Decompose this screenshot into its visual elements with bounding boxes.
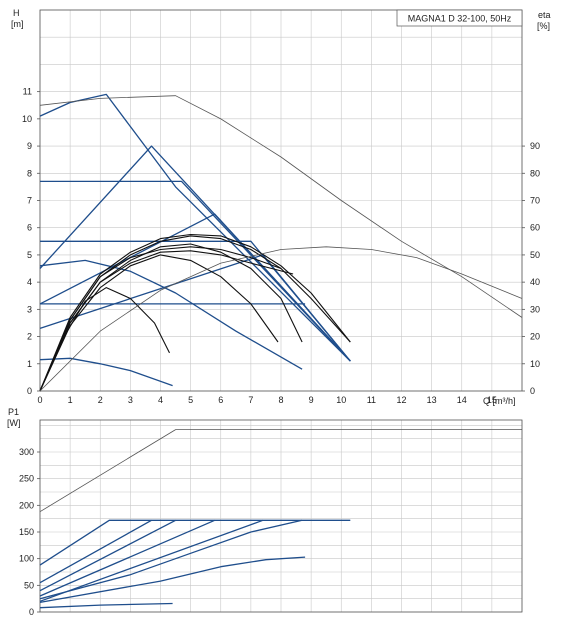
eta-efficiency-curve-16	[39, 250, 294, 392]
power-y-tick-label: 100	[19, 554, 34, 564]
x-tick-label: 12	[396, 395, 406, 405]
head-axis-label: H	[13, 8, 20, 18]
power-power-max-curve-0	[39, 519, 351, 566]
eta-twin-efficiency-curve-17	[39, 246, 523, 392]
head-chart-series	[39, 93, 523, 392]
x-axis-label: Q [m³/h]	[483, 396, 516, 406]
head-head-constant-curve-4	[40, 180, 351, 362]
eta-y-tick-label: 30	[530, 304, 540, 314]
head-y-tick-label: 2	[27, 332, 32, 342]
chart-title: MAGNA1 D 32-100, 50Hz	[408, 14, 512, 24]
head-y-tick-label: 11	[23, 87, 32, 97]
x-tick-label: 13	[427, 395, 437, 405]
head-y-tick-label: 4	[27, 277, 32, 287]
power-power-curve-7	[39, 602, 173, 609]
head-y-tick-label: 7	[27, 196, 32, 206]
x-tick-label: 11	[367, 395, 376, 405]
eta-axis-label: eta	[538, 10, 551, 20]
power-chart-frame	[39, 419, 523, 613]
power-y-tick-label: 200	[19, 500, 34, 510]
x-tick-label: 9	[309, 395, 314, 405]
eta-y-tick-label: 80	[530, 168, 540, 178]
eta-axis-unit: [%]	[537, 21, 550, 31]
head-speed-curve-curve-8	[39, 357, 173, 387]
power-power-curve-5	[39, 519, 303, 600]
head-head-constant-curve-5	[40, 240, 351, 362]
eta-efficiency-curve-15	[39, 246, 282, 392]
eta-y-tick-label: 70	[530, 196, 540, 206]
x-tick-label: 14	[457, 395, 467, 405]
head-head-proportional-curve-1	[39, 145, 351, 362]
head-y-tick-label: 0	[27, 386, 32, 396]
power-axis-label: P1	[8, 407, 19, 417]
x-tick-label: 10	[336, 395, 346, 405]
power-power-curve-6	[39, 556, 306, 604]
head-y-tick-label: 5	[27, 250, 32, 260]
x-tick-label: 1	[68, 395, 73, 405]
power-y-tick-label: 50	[24, 580, 34, 590]
head-y-tick-label: 6	[27, 223, 32, 233]
eta-efficiency-curve-10	[39, 287, 170, 392]
power-y-tick-label: 250	[19, 474, 34, 484]
head-head-proportional-curve-0	[39, 93, 351, 362]
power-power-curve-2	[39, 519, 176, 592]
eta-efficiency-curve-14	[39, 233, 351, 392]
head-axis-unit: [m]	[11, 19, 24, 29]
x-tick-label: 15	[487, 395, 497, 405]
power-power-curve-3	[39, 519, 215, 597]
eta-y-tick-label: 10	[530, 359, 540, 369]
head-y-tick-label: 3	[27, 304, 32, 314]
eta-y-tick-label: 40	[530, 277, 540, 287]
x-tick-label: 3	[128, 395, 133, 405]
head-speed-curve-curve-7	[39, 259, 303, 370]
x-tick-label: 6	[218, 395, 223, 405]
eta-y-tick-label: 60	[530, 223, 540, 233]
power-y-tick-label: 300	[19, 447, 34, 457]
head-twin-head-max-curve-9	[39, 95, 523, 318]
head-y-tick-label: 9	[27, 141, 32, 151]
head-y-tick-label: 1	[27, 359, 32, 369]
power-chart-series	[39, 429, 522, 609]
power-twin-power-curve-8	[39, 429, 522, 513]
power-y-tick-label: 0	[29, 607, 34, 617]
head-chart-grid	[37, 9, 525, 392]
x-tick-label: 2	[98, 395, 103, 405]
head-y-tick-label: 10	[22, 114, 32, 124]
eta-y-tick-label: 20	[530, 332, 540, 342]
power-axis-unit: [W]	[7, 418, 21, 428]
eta-y-tick-label: 0	[530, 386, 535, 396]
x-tick-label: 4	[158, 395, 163, 405]
eta-y-tick-label: 90	[530, 141, 540, 151]
eta-efficiency-curve-11	[39, 254, 279, 392]
eta-y-tick-label: 50	[530, 250, 540, 260]
title-box	[396, 9, 523, 27]
chart-labels: 0 1 2 3 4 5 6 7 8 9 10 11 12 13 14 15012345678910110102…	[7, 8, 551, 617]
x-tick-label: 5	[188, 395, 193, 405]
x-tick-label: 8	[278, 395, 283, 405]
x-tick-label: 7	[248, 395, 253, 405]
x-tick-label: 0	[37, 395, 42, 405]
power-power-curve-1	[39, 519, 152, 584]
head-y-tick-label: 8	[27, 168, 32, 178]
power-y-tick-label: 150	[19, 527, 34, 537]
power-chart-grid	[37, 419, 523, 613]
power-power-curve-4	[39, 519, 264, 602]
